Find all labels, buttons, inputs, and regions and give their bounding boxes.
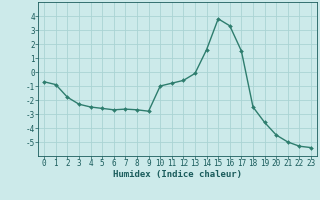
X-axis label: Humidex (Indice chaleur): Humidex (Indice chaleur) [113, 170, 242, 179]
